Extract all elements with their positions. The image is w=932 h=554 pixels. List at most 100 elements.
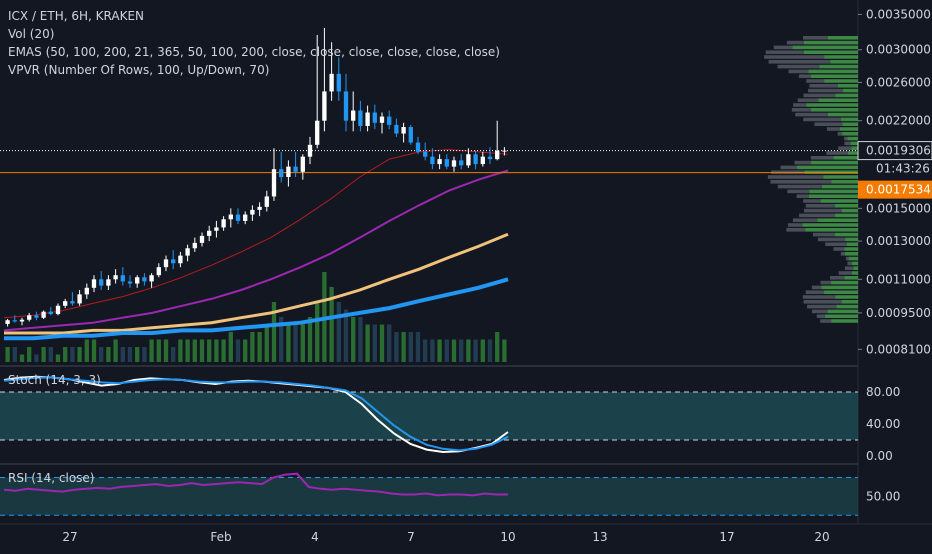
- candle-body[interactable]: [257, 206, 262, 210]
- candle-body[interactable]: [99, 279, 104, 286]
- candle-body[interactable]: [171, 259, 176, 264]
- volume-bar: [41, 347, 46, 362]
- candle-body[interactable]: [502, 150, 507, 152]
- candle-body[interactable]: [343, 91, 349, 121]
- candle-body[interactable]: [55, 305, 61, 315]
- candle-body[interactable]: [279, 169, 284, 178]
- candle-body[interactable]: [142, 277, 147, 282]
- volume-bar: [149, 339, 154, 362]
- candle-body[interactable]: [372, 112, 377, 123]
- candle-body[interactable]: [430, 156, 435, 165]
- candle-body[interactable]: [149, 275, 154, 282]
- candle-body[interactable]: [12, 320, 17, 322]
- candle-body[interactable]: [264, 196, 269, 207]
- stoch-d-line[interactable]: [3, 376, 509, 452]
- vpvr-bar-down: [793, 103, 807, 107]
- candle-body[interactable]: [444, 159, 449, 167]
- candle-body[interactable]: [423, 151, 428, 157]
- candle-body[interactable]: [365, 112, 370, 126]
- candle-body[interactable]: [351, 110, 356, 121]
- candle-body[interactable]: [451, 160, 457, 167]
- candle-body[interactable]: [300, 156, 305, 172]
- candle-body[interactable]: [307, 144, 313, 157]
- candle-body[interactable]: [394, 124, 399, 134]
- candle-body[interactable]: [178, 255, 183, 264]
- candle-body[interactable]: [459, 160, 464, 166]
- legend-emas[interactable]: EMAS (50, 100, 200, 21, 365, 50, 100, 20…: [8, 45, 500, 59]
- candle-body[interactable]: [358, 110, 363, 126]
- vpvr-bar-down: [826, 151, 848, 155]
- vpvr-bar-up: [835, 232, 858, 237]
- candle-body[interactable]: [466, 154, 471, 166]
- candle-body[interactable]: [135, 277, 140, 284]
- candle-body[interactable]: [156, 267, 161, 276]
- volume-bar: [279, 317, 284, 362]
- ema-line[interactable]: [3, 169, 509, 332]
- candle-body[interactable]: [293, 166, 298, 172]
- vpvr-bar-down: [780, 165, 797, 170]
- candle-body[interactable]: [415, 142, 421, 152]
- candle-body[interactable]: [63, 301, 68, 306]
- candle-body[interactable]: [336, 73, 341, 92]
- candle-body[interactable]: [473, 154, 478, 165]
- candle-body[interactable]: [271, 169, 277, 197]
- candle-body[interactable]: [127, 281, 133, 284]
- stoch-tick-label: 40.00: [866, 417, 900, 431]
- candle-body[interactable]: [214, 227, 219, 231]
- candle-body[interactable]: [250, 209, 255, 215]
- candle-body[interactable]: [401, 127, 406, 134]
- vpvr-bar-down: [817, 237, 846, 242]
- candle-body[interactable]: [120, 275, 125, 282]
- ema-line[interactable]: [3, 148, 509, 319]
- candle-body[interactable]: [192, 242, 197, 249]
- ema-line[interactable]: [4, 232, 509, 335]
- candle-body[interactable]: [243, 214, 248, 221]
- candle-body[interactable]: [199, 235, 205, 243]
- rsi-line[interactable]: [3, 472, 508, 497]
- candle-body[interactable]: [41, 311, 46, 318]
- legend-symbol[interactable]: ICX / ETH, 6H, KRAKEN: [8, 9, 145, 23]
- candle-body[interactable]: [34, 315, 39, 318]
- candle-body[interactable]: [27, 315, 32, 320]
- legend-vpvr[interactable]: VPVR (Number Of Rows, 100, Up/Down, 70): [8, 63, 270, 77]
- candle-body[interactable]: [286, 166, 291, 178]
- candle-body[interactable]: [221, 219, 226, 228]
- candle-body[interactable]: [322, 91, 327, 121]
- candle-body[interactable]: [163, 259, 169, 268]
- candle-body[interactable]: [437, 159, 442, 165]
- vpvr-bar-up: [837, 84, 858, 88]
- volume-bar: [5, 347, 10, 362]
- candle-body[interactable]: [113, 275, 118, 280]
- rsi-label[interactable]: RSI (14, close): [8, 471, 95, 485]
- candle-body[interactable]: [228, 214, 233, 220]
- legend-vol[interactable]: Vol (20): [8, 27, 55, 41]
- stoch-label[interactable]: Stoch (14, 3, 3): [8, 373, 101, 387]
- candle-body[interactable]: [91, 279, 97, 288]
- candle-body[interactable]: [487, 156, 493, 160]
- vpvr-bar-down: [765, 50, 804, 54]
- candle-body[interactable]: [379, 116, 385, 123]
- candle-body[interactable]: [19, 319, 25, 322]
- candle-body[interactable]: [408, 127, 413, 143]
- candle-body[interactable]: [70, 301, 75, 304]
- candle-body[interactable]: [207, 230, 212, 236]
- candle-body[interactable]: [480, 156, 485, 165]
- ema-line[interactable]: [4, 277, 509, 341]
- vpvr-bar-down: [791, 108, 811, 112]
- candle-body[interactable]: [106, 279, 111, 286]
- candle-body[interactable]: [315, 120, 320, 145]
- candle-body[interactable]: [387, 116, 392, 125]
- candle-body[interactable]: [185, 248, 190, 256]
- candle-body[interactable]: [5, 320, 10, 324]
- candle-body[interactable]: [48, 311, 53, 315]
- candle-body[interactable]: [77, 294, 82, 304]
- vpvr-bar-down: [833, 247, 845, 251]
- candle-body[interactable]: [495, 150, 500, 160]
- volume-bar: [401, 332, 406, 362]
- candle-body[interactable]: [329, 73, 334, 92]
- vpvr-bar-up: [827, 36, 858, 40]
- candle-body[interactable]: [84, 287, 89, 295]
- candle-body[interactable]: [235, 214, 241, 221]
